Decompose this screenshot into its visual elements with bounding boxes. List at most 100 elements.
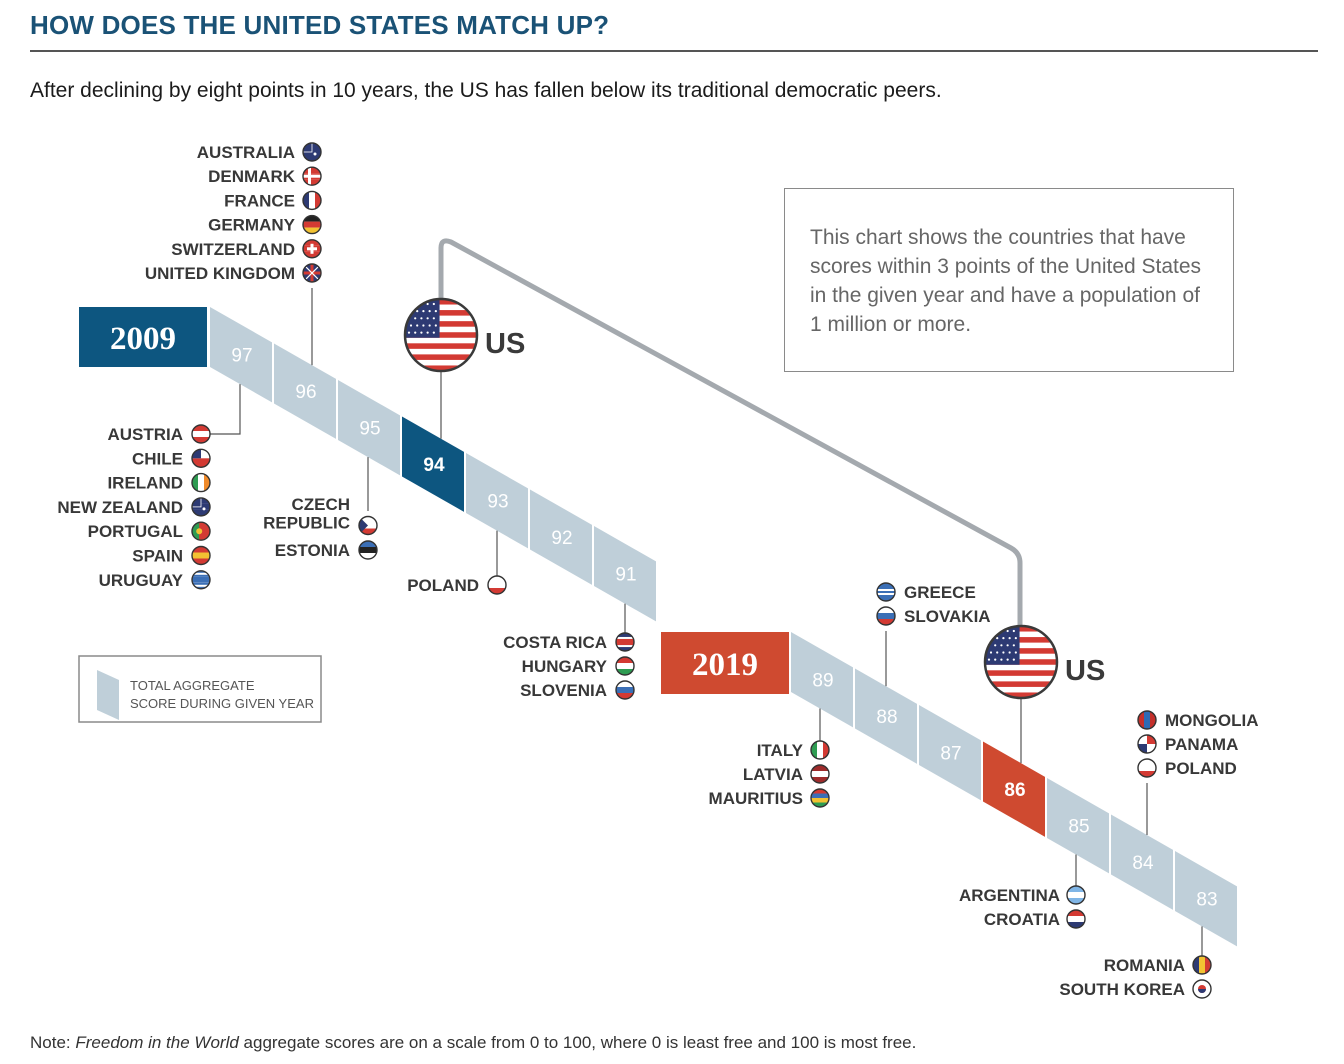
austria-flag-icon [191,424,211,444]
latvia-flag-icon [810,764,830,784]
us-label-2009: US [485,328,525,360]
slovakia-flag-icon [876,606,896,626]
legend-swatch [97,670,119,720]
score-segment-2009-93 [466,453,528,549]
score-label-2009-92: 92 [551,528,572,549]
country-label-united-kingdom: UNITED KINGDOM [145,264,295,283]
footnote: Note: Freedom in the World aggregate sco… [30,1033,916,1053]
country-label-spain: SPAIN [132,547,183,566]
romania-flag-icon [1192,955,1212,975]
us-connector-layer [438,238,1023,625]
year-label-2009: 2009 [110,321,176,357]
country-label-mongolia: MONGOLIA [1165,711,1259,730]
score-segment-2019-88 [855,668,917,764]
us-flag-icon-2019 [983,624,1059,700]
country-label-italy: ITALY [757,741,804,760]
year-box-2019 [661,632,789,694]
country-label-poland: POLAND [1165,759,1237,778]
year-label-2019: 2019 [692,647,758,683]
slovenia-flag-icon [615,680,635,700]
chart-subtitle: After declining by eight points in 10 ye… [30,79,942,102]
score-label-2019-87: 87 [940,744,961,765]
greece-flag-icon [876,582,896,602]
legend-line-2: SCORE DURING GIVEN YEAR [130,696,314,711]
country-label-slovenia: SLOVENIA [520,681,607,700]
score-segment-2019-87 [919,705,981,801]
note-text: aggregate scores are on a scale from 0 t… [238,1033,917,1052]
italy-flag-icon [810,740,830,760]
poland-flag-icon [487,575,507,595]
mongolia-flag-icon [1137,710,1157,730]
note-source: Freedom in the World [75,1033,239,1052]
country-label-australia: AUSTRALIA [197,143,295,162]
czech-republic-flag-icon [358,515,378,536]
score-label-2009-93: 93 [487,492,508,513]
country-label-south-korea: SOUTH KOREA [1059,980,1185,999]
country-label-poland: POLAND [407,576,479,595]
country-label-new-zealand: NEW ZEALAND [57,498,183,517]
info-box-text: This chart shows the countries that have… [810,226,1202,336]
score-segment-2009-97 [210,307,272,403]
country-label-costa-rica: COSTA RICA [503,633,607,652]
portugal-flag-icon [191,521,211,541]
country-label-panama: PANAMA [1165,735,1238,754]
switzerland-flag-icon [302,239,322,259]
country-label-france: FRANCE [224,191,295,210]
ireland-flag-icon [191,472,211,493]
argentina-flag-icon [1066,885,1086,905]
year-box-2009 [79,307,207,367]
france-flag-icon [302,190,322,211]
country-label-hungary: HUNGARY [522,657,608,676]
poland-flag-icon [1137,758,1157,778]
leader-line-2009-97 [210,384,241,435]
chart-title: HOW DOES THE UNITED STATES MATCH UP? [30,10,610,40]
score-label-2019-89: 89 [812,671,833,692]
country-labels-layer: AUSTRIA CHILE IRELAND NEW ZEALAND PORTUGAL SP… [57,142,1259,999]
south-korea-flag-icon [1192,979,1212,999]
score-segment-2019-84 [1111,814,1173,910]
title-divider [30,50,1318,52]
united-kingdom-flag-icon [302,263,322,283]
score-label-2009-97: 97 [231,346,252,367]
legend: TOTAL AGGREGATE SCORE DURING GIVEN YEAR [78,655,322,723]
country-label-mauritius: MAURITIUS [709,789,803,808]
score-label-2009-91: 91 [615,565,636,586]
country-label-chile: CHILE [132,449,183,468]
country-label-germany: GERMANY [208,216,296,235]
leader-lines-layer [210,288,1203,956]
info-box: This chart shows the countries that have… [784,188,1234,372]
country-label-portugal: PORTUGAL [88,522,183,541]
note-prefix: Note: [30,1033,76,1052]
country-label-uruguay: URUGUAY [99,571,184,590]
score-segment-2009-91 [594,526,656,622]
mauritius-flag-icon [810,788,830,808]
germany-flag-icon [302,214,322,235]
country-label-denmark: DENMARK [208,167,296,186]
score-segment-2009-94 [402,416,464,512]
country-label-czech-republic: CZECH REPUBLIC [263,495,350,533]
country-label-greece: GREECE [904,583,976,602]
score-label-2019-83: 83 [1196,890,1217,911]
denmark-flag-icon [302,166,322,186]
score-label-2019-85: 85 [1068,817,1089,838]
country-label-latvia: LATVIA [743,765,803,784]
costa-rica-flag-icon [615,632,635,652]
chile-flag-icon [191,448,211,468]
score-label-2019-88: 88 [876,707,897,728]
estonia-flag-icon [358,540,378,560]
us-connector-line [438,238,1023,625]
country-label-argentina: ARGENTINA [959,886,1060,905]
score-segment-2019-85 [1047,778,1109,874]
panama-flag-icon [1137,734,1157,754]
score-label-2009-95: 95 [359,419,380,440]
score-segments-layer: 2009 97 96 95 94 93 92 91 2019 89 88 87 86 85 84 83 [79,307,1237,947]
hungary-flag-icon [615,656,635,676]
score-label-2009-94: 94 [423,455,445,476]
croatia-flag-icon [1066,909,1086,929]
score-label-2009-96: 96 [295,382,316,403]
spain-flag-icon [191,545,211,566]
new-zealand-flag-icon [191,497,211,517]
us-label-2019: US [1065,655,1105,687]
score-segment-2009-96 [274,343,336,439]
legend-line-1: TOTAL AGGREGATE [130,678,255,693]
